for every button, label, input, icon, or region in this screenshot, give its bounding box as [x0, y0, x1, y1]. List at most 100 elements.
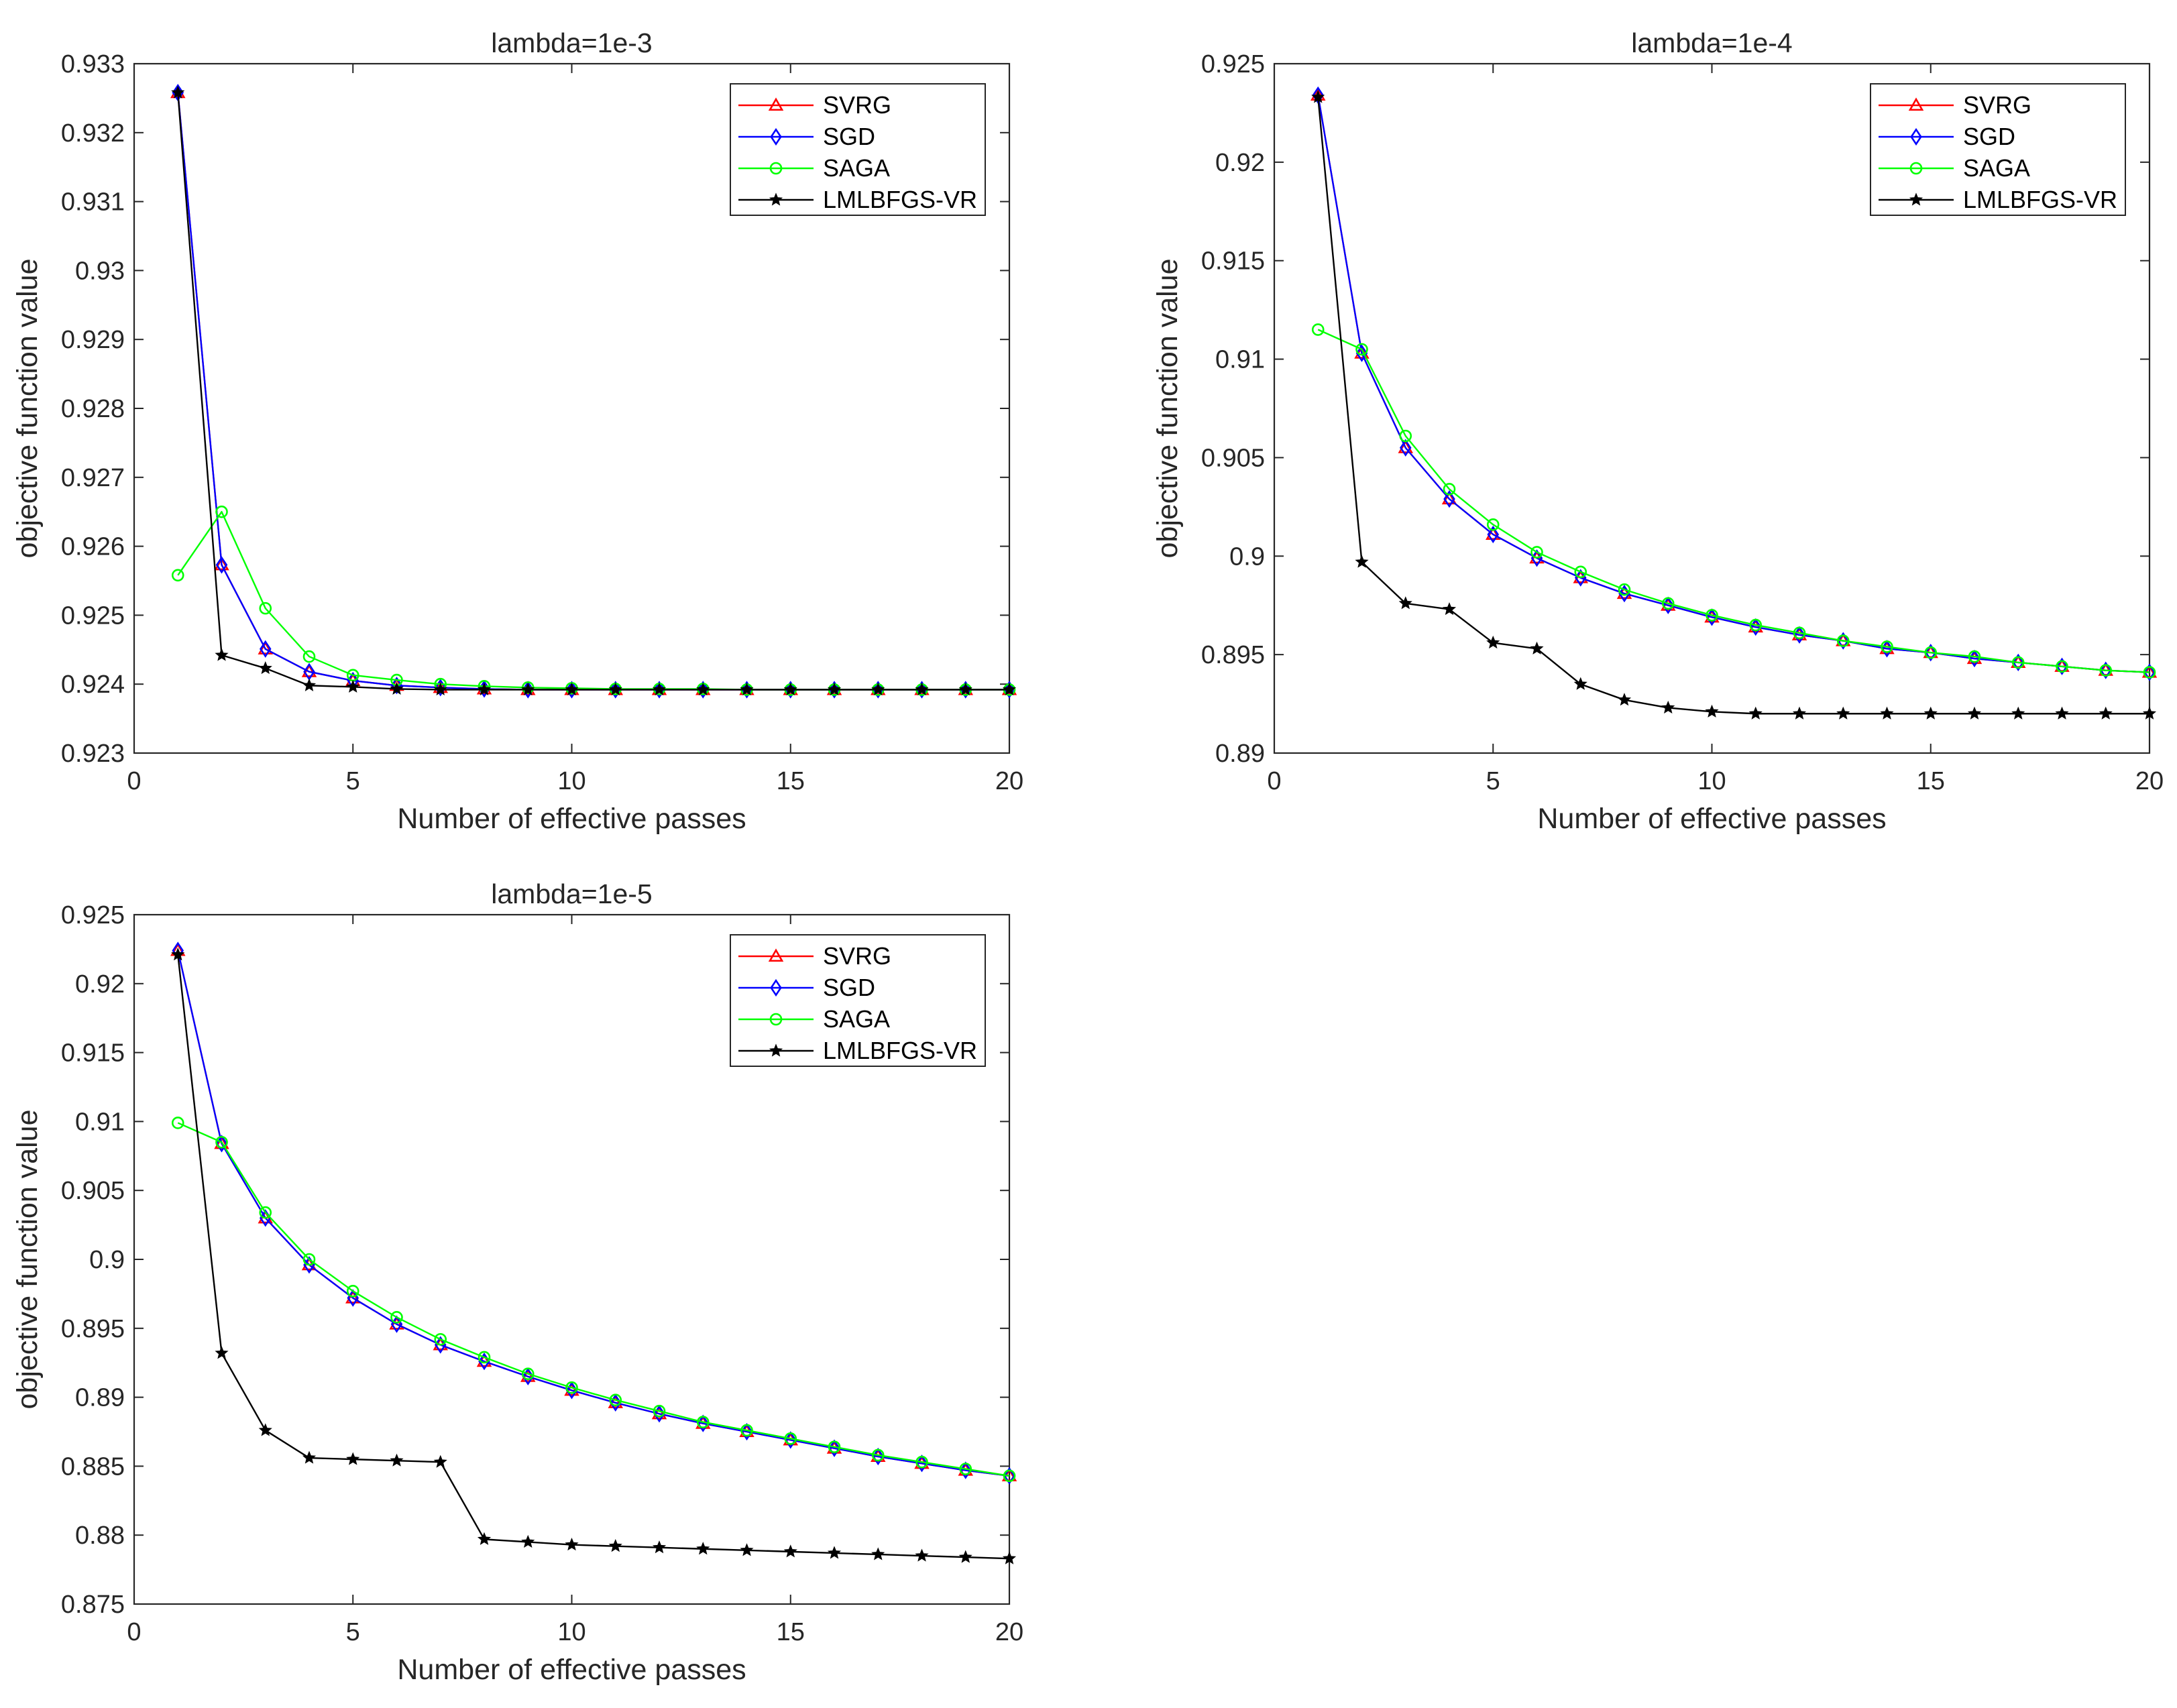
- legend-item: SAGA: [1879, 154, 2030, 182]
- legend-item: LMLBFGS-VR: [738, 1037, 977, 1064]
- data-point: [302, 650, 316, 663]
- series-line: [1317, 329, 2150, 673]
- y-tick-label: 0.932: [61, 119, 125, 148]
- series-line: [177, 950, 1010, 1477]
- data-point: [1399, 429, 1412, 443]
- data-point: [171, 569, 184, 582]
- data-point: [1661, 700, 1675, 714]
- legend-label: SGD: [823, 974, 875, 1001]
- legend-marker: [1909, 192, 1923, 206]
- data-point: [1486, 526, 1501, 540]
- data-point: [1706, 609, 1718, 622]
- data-point: [565, 682, 579, 695]
- data-point: [1661, 597, 1675, 610]
- data-point: [1398, 596, 1412, 610]
- data-point: [958, 682, 972, 695]
- chart-title: lambda=1e-3: [491, 27, 652, 58]
- data-point: [346, 679, 360, 693]
- y-tick-label: 0.915: [1201, 247, 1265, 276]
- data-point: [2143, 663, 2156, 681]
- data-point: [1792, 706, 1807, 720]
- y-tick-label: 0.933: [61, 50, 125, 78]
- data-point: [915, 1455, 928, 1469]
- y-tick-label: 0.895: [61, 1315, 125, 1343]
- legend-label: LMLBFGS-VR: [823, 1037, 977, 1064]
- chart-panel-lambda-1e-5: 0.875 0.88 0.885 0.89 0.895 0.9 0.905 0.91 0.915…: [11, 878, 1023, 1686]
- data-point: [958, 1550, 972, 1563]
- x-tick-label: 0: [1267, 767, 1281, 795]
- legend-marker: [769, 1013, 783, 1026]
- legend-label: SAGA: [823, 1005, 890, 1033]
- y-tick-label: 0.925: [61, 901, 125, 929]
- data-point: [477, 682, 492, 695]
- data-point: [302, 678, 317, 691]
- x-tick-label: 20: [995, 1618, 1023, 1646]
- data-point: [783, 682, 797, 695]
- legend-label: SVRG: [1963, 91, 2031, 119]
- data-point: [740, 1543, 754, 1556]
- legend-item: SVRG: [738, 942, 891, 970]
- series-lmlbfgs-vr: [1311, 90, 2157, 720]
- data-point: [1705, 704, 1719, 718]
- data-point: [2142, 706, 2157, 720]
- data-point: [1749, 618, 1763, 632]
- data-point: [915, 1548, 929, 1562]
- legend-marker: [770, 978, 782, 997]
- legend-item: SGD: [1879, 123, 2015, 150]
- chart-panel-lambda-1e-3: 0.923 0.924 0.925 0.926 0.927 0.928 0.929 0.93 0…: [11, 27, 1023, 835]
- data-point: [1443, 483, 1456, 496]
- y-tick-label: 0.89: [1215, 740, 1265, 768]
- legend-marker: [769, 1043, 783, 1057]
- legend: SVRG SGD SAGA LMLBFGS-VR: [730, 83, 986, 216]
- legend-label: SVRG: [823, 91, 891, 119]
- data-point: [215, 648, 229, 661]
- data-point: [696, 682, 710, 695]
- data-point: [214, 557, 229, 571]
- y-tick-label: 0.927: [61, 464, 125, 492]
- data-point: [1967, 706, 1982, 720]
- y-tick-label: 0.929: [61, 326, 125, 354]
- data-point: [1923, 706, 1938, 720]
- data-point: [1924, 644, 1937, 662]
- y-tick-label: 0.925: [1201, 50, 1265, 78]
- data-point: [565, 1537, 579, 1551]
- data-point: [1487, 525, 1500, 544]
- x-axis-label: Number of effective passes: [397, 1654, 746, 1686]
- data-point: [565, 1381, 578, 1394]
- y-tick-label: 0.875: [61, 1591, 125, 1619]
- legend-item: SGD: [738, 974, 875, 1001]
- data-point: [1486, 518, 1500, 531]
- data-point: [215, 556, 228, 574]
- data-point: [215, 505, 228, 518]
- data-point: [2012, 653, 2025, 672]
- y-tick-label: 0.9: [1229, 543, 1265, 571]
- data-point: [258, 661, 272, 675]
- data-point: [477, 1532, 492, 1545]
- data-point: [1924, 646, 1938, 659]
- y-tick-label: 0.905: [1201, 444, 1265, 472]
- y-tick-label: 0.924: [61, 671, 125, 699]
- legend-marker: [1909, 162, 1923, 175]
- data-point: [740, 1424, 753, 1437]
- data-point: [389, 1316, 404, 1330]
- legend-item: SVRG: [738, 91, 891, 119]
- y-axis-label: objective function value: [11, 1109, 44, 1409]
- legend-label: SVRG: [823, 942, 891, 970]
- series-line: [1317, 97, 2150, 715]
- legend-item: SVRG: [1879, 91, 2031, 119]
- legend-label: LMLBFGS-VR: [823, 186, 977, 213]
- y-tick-label: 0.92: [1215, 149, 1265, 177]
- data-point: [740, 682, 754, 695]
- data-point: [783, 1544, 797, 1558]
- data-point: [1617, 693, 1632, 706]
- data-point: [434, 679, 447, 697]
- y-tick-label: 0.928: [61, 395, 125, 423]
- y-axis-label: objective function value: [11, 258, 44, 558]
- y-tick-label: 0.93: [75, 257, 125, 285]
- data-point: [1355, 555, 1369, 568]
- y-tick-label: 0.926: [61, 533, 125, 561]
- x-axis-label: Number of effective passes: [397, 803, 746, 835]
- data-point: [1574, 565, 1587, 579]
- series-saga: [1311, 323, 2156, 679]
